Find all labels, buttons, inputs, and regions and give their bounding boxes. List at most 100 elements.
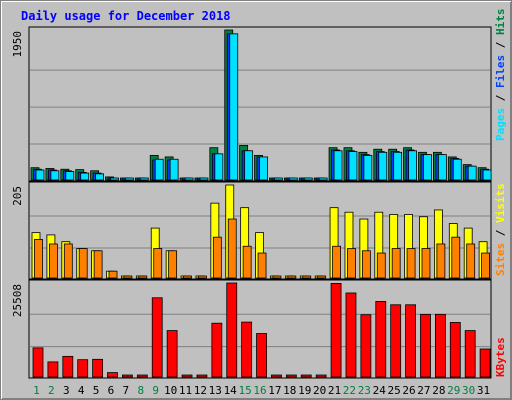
bar-pages-22 bbox=[348, 151, 358, 181]
bar-kbytes-25 bbox=[390, 304, 402, 378]
bar-pages-28 bbox=[437, 154, 447, 181]
bar-kbytes-4 bbox=[77, 359, 89, 378]
bar-pages-12 bbox=[199, 177, 209, 181]
bar-kbytes-8 bbox=[136, 374, 148, 378]
x-tick-label-25: 25 bbox=[388, 384, 401, 397]
x-tick-label-18: 18 bbox=[283, 384, 296, 397]
bar-kbytes-10 bbox=[166, 330, 178, 378]
bar-pages-10 bbox=[169, 158, 179, 181]
bar-kbytes-29 bbox=[449, 322, 461, 378]
bar-pages-7 bbox=[125, 177, 134, 181]
bar-sites-23 bbox=[361, 250, 371, 279]
bar-kbytes-20 bbox=[315, 374, 327, 378]
x-tick-label-17: 17 bbox=[268, 384, 281, 397]
bar-pages-4 bbox=[80, 172, 90, 181]
x-tick-label-15: 15 bbox=[238, 384, 251, 397]
bar-sites-5 bbox=[93, 250, 103, 279]
x-tick-label-23: 23 bbox=[358, 384, 371, 397]
bar-kbytes-21 bbox=[330, 282, 342, 378]
bar-sites-8 bbox=[138, 275, 148, 279]
bar-kbytes-5 bbox=[92, 358, 104, 378]
bar-pages-17 bbox=[274, 177, 283, 181]
bar-sites-29 bbox=[451, 236, 461, 279]
bar-sites-7 bbox=[123, 275, 133, 279]
bar-kbytes-18 bbox=[285, 374, 297, 378]
legend-requests: Pages / Files / Hits bbox=[494, 9, 507, 142]
bar-sites-14 bbox=[227, 218, 237, 279]
bar-kbytes-1 bbox=[32, 347, 44, 378]
x-tick-label-12: 12 bbox=[194, 384, 207, 397]
x-tick-label-29: 29 bbox=[447, 384, 460, 397]
x-tick-label-24: 24 bbox=[373, 384, 387, 397]
x-tick-label-10: 10 bbox=[164, 384, 177, 397]
bar-kbytes-12 bbox=[196, 374, 208, 378]
x-tick-label-27: 27 bbox=[417, 384, 430, 397]
bar-kbytes-24 bbox=[375, 301, 387, 378]
bar-sites-1 bbox=[34, 239, 43, 279]
legend-kbytes: KBytes bbox=[494, 337, 507, 377]
bar-pages-23 bbox=[363, 154, 373, 181]
bar-sites-18 bbox=[287, 275, 297, 279]
bar-sites-10 bbox=[168, 250, 178, 279]
bar-kbytes-6 bbox=[107, 372, 118, 378]
bar-pages-5 bbox=[95, 173, 105, 181]
bar-pages-9 bbox=[154, 158, 164, 181]
bar-sites-4 bbox=[78, 248, 88, 279]
bar-pages-8 bbox=[139, 177, 149, 181]
bar-pages-18 bbox=[288, 177, 298, 181]
max-label-requests: 1950 bbox=[11, 31, 24, 58]
bar-kbytes-14 bbox=[226, 282, 238, 378]
bar-sites-27 bbox=[421, 248, 431, 279]
max-label-kbytes: 25508 bbox=[11, 284, 24, 317]
bar-pages-29 bbox=[452, 158, 462, 181]
bar-kbytes-27 bbox=[420, 313, 431, 378]
x-tick-label-22: 22 bbox=[343, 384, 356, 397]
bar-sites-25 bbox=[391, 248, 401, 279]
x-tick-label-20: 20 bbox=[313, 384, 326, 397]
x-tick-label-2: 2 bbox=[48, 384, 55, 397]
bar-kbytes-15 bbox=[241, 321, 253, 378]
bar-sites-30 bbox=[466, 243, 476, 279]
bar-sites-11 bbox=[183, 275, 192, 279]
x-tick-label-31: 31 bbox=[477, 384, 490, 397]
bar-pages-25 bbox=[393, 151, 403, 181]
bar-sites-21 bbox=[332, 245, 341, 279]
x-tick-label-1: 1 bbox=[33, 384, 40, 397]
bar-kbytes-3 bbox=[62, 355, 74, 378]
bar-sites-2 bbox=[49, 243, 58, 279]
bar-kbytes-30 bbox=[464, 330, 476, 378]
bar-pages-19 bbox=[303, 177, 313, 181]
x-tick-label-8: 8 bbox=[137, 384, 144, 397]
bar-pages-24 bbox=[378, 151, 388, 181]
bar-sites-9 bbox=[153, 248, 163, 279]
bar-sites-24 bbox=[376, 252, 386, 279]
bar-kbytes-11 bbox=[181, 374, 193, 378]
bar-kbytes-26 bbox=[405, 304, 416, 378]
bar-pages-6 bbox=[110, 177, 119, 181]
x-tick-label-13: 13 bbox=[209, 384, 222, 397]
bar-pages-14 bbox=[229, 33, 239, 181]
bar-pages-20 bbox=[318, 177, 328, 181]
x-tick-label-7: 7 bbox=[123, 384, 130, 397]
bar-kbytes-22 bbox=[345, 292, 357, 378]
bar-sites-22 bbox=[347, 248, 356, 279]
legend-visitors: Sites / Visits bbox=[494, 183, 507, 276]
bar-pages-27 bbox=[423, 154, 432, 181]
bar-pages-31 bbox=[482, 169, 492, 181]
x-tick-label-11: 11 bbox=[179, 384, 192, 397]
x-tick-label-19: 19 bbox=[298, 384, 311, 397]
bar-kbytes-13 bbox=[211, 322, 223, 378]
bar-pages-21 bbox=[333, 150, 343, 181]
bar-sites-19 bbox=[302, 275, 312, 279]
bar-kbytes-17 bbox=[271, 374, 282, 378]
bar-sites-16 bbox=[257, 252, 267, 279]
bar-kbytes-9 bbox=[151, 297, 163, 378]
x-tick-label-3: 3 bbox=[63, 384, 70, 397]
chart-title: Daily usage for December 2018 bbox=[21, 9, 231, 23]
x-tick-label-5: 5 bbox=[93, 384, 100, 397]
bar-pages-15 bbox=[244, 150, 254, 181]
bar-kbytes-31 bbox=[479, 348, 491, 378]
bar-kbytes-28 bbox=[434, 313, 446, 378]
bar-pages-30 bbox=[467, 165, 477, 181]
